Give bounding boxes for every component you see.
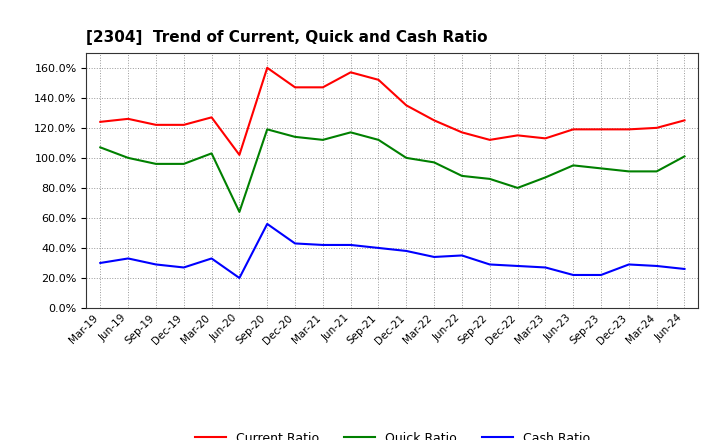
Quick Ratio xyxy=(235,209,243,215)
Current Ratio xyxy=(513,133,522,138)
Current Ratio xyxy=(179,122,188,128)
Cash Ratio xyxy=(291,241,300,246)
Cash Ratio xyxy=(513,263,522,268)
Current Ratio xyxy=(458,130,467,135)
Cash Ratio xyxy=(485,262,494,267)
Line: Quick Ratio: Quick Ratio xyxy=(100,129,685,212)
Quick Ratio xyxy=(402,155,410,161)
Quick Ratio xyxy=(374,137,383,143)
Current Ratio xyxy=(374,77,383,82)
Cash Ratio xyxy=(624,262,633,267)
Current Ratio xyxy=(152,122,161,128)
Quick Ratio xyxy=(458,173,467,179)
Cash Ratio xyxy=(374,246,383,251)
Cash Ratio xyxy=(179,265,188,270)
Cash Ratio xyxy=(402,248,410,253)
Quick Ratio xyxy=(96,145,104,150)
Quick Ratio xyxy=(346,130,355,135)
Quick Ratio xyxy=(152,161,161,166)
Current Ratio xyxy=(485,137,494,143)
Cash Ratio xyxy=(569,272,577,278)
Current Ratio xyxy=(652,125,661,131)
Quick Ratio xyxy=(430,160,438,165)
Cash Ratio xyxy=(458,253,467,258)
Current Ratio xyxy=(597,127,606,132)
Quick Ratio xyxy=(207,151,216,156)
Cash Ratio xyxy=(152,262,161,267)
Current Ratio xyxy=(207,115,216,120)
Current Ratio xyxy=(291,84,300,90)
Cash Ratio xyxy=(124,256,132,261)
Current Ratio xyxy=(402,103,410,108)
Quick Ratio xyxy=(318,137,327,143)
Current Ratio xyxy=(318,84,327,90)
Cash Ratio xyxy=(541,265,550,270)
Quick Ratio xyxy=(263,127,271,132)
Cash Ratio xyxy=(263,221,271,227)
Current Ratio xyxy=(263,65,271,70)
Quick Ratio xyxy=(124,155,132,161)
Line: Current Ratio: Current Ratio xyxy=(100,68,685,155)
Quick Ratio xyxy=(680,154,689,159)
Current Ratio xyxy=(430,118,438,123)
Cash Ratio xyxy=(318,242,327,248)
Cash Ratio xyxy=(207,256,216,261)
Quick Ratio xyxy=(597,166,606,171)
Current Ratio xyxy=(235,152,243,158)
Current Ratio xyxy=(680,118,689,123)
Quick Ratio xyxy=(291,134,300,139)
Cash Ratio xyxy=(680,266,689,271)
Current Ratio xyxy=(541,136,550,141)
Cash Ratio xyxy=(652,263,661,268)
Line: Cash Ratio: Cash Ratio xyxy=(100,224,685,278)
Quick Ratio xyxy=(652,169,661,174)
Cash Ratio xyxy=(235,275,243,281)
Current Ratio xyxy=(124,116,132,121)
Quick Ratio xyxy=(541,175,550,180)
Legend: Current Ratio, Quick Ratio, Cash Ratio: Current Ratio, Quick Ratio, Cash Ratio xyxy=(189,427,595,440)
Current Ratio xyxy=(96,119,104,125)
Cash Ratio xyxy=(346,242,355,248)
Current Ratio xyxy=(624,127,633,132)
Cash Ratio xyxy=(597,272,606,278)
Quick Ratio xyxy=(569,163,577,168)
Current Ratio xyxy=(346,70,355,75)
Quick Ratio xyxy=(513,185,522,191)
Quick Ratio xyxy=(485,176,494,182)
Text: [2304]  Trend of Current, Quick and Cash Ratio: [2304] Trend of Current, Quick and Cash … xyxy=(86,29,488,45)
Quick Ratio xyxy=(624,169,633,174)
Cash Ratio xyxy=(96,260,104,266)
Quick Ratio xyxy=(179,161,188,166)
Cash Ratio xyxy=(430,254,438,260)
Current Ratio xyxy=(569,127,577,132)
